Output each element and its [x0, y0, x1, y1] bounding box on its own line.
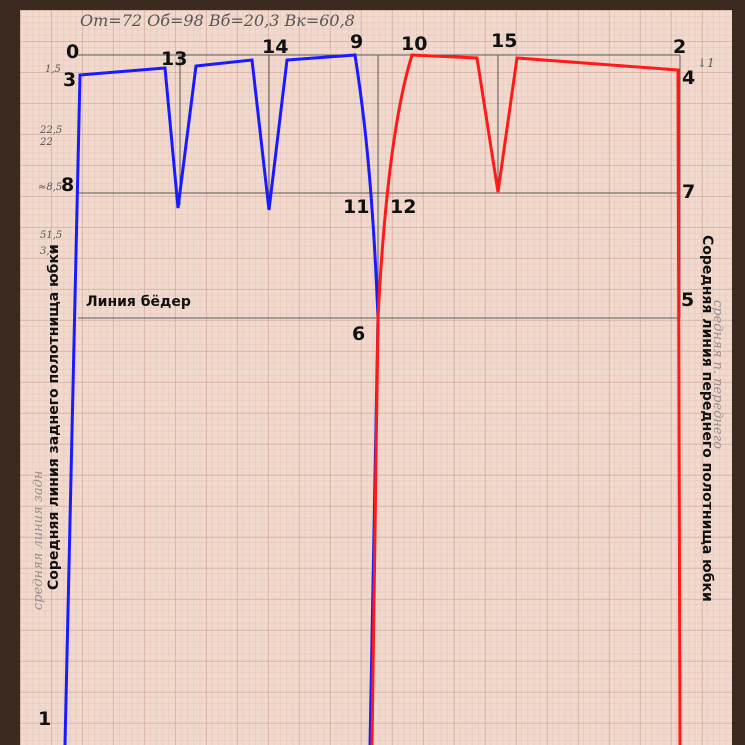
- note-8-5: ≈8,5: [38, 182, 62, 193]
- point-11-label: 11: [343, 196, 369, 218]
- point-5-label: 5: [681, 289, 694, 311]
- point-8-label: 8: [61, 174, 74, 196]
- front-center-line-caption: Соредняя линия переднего полотнища юбки: [699, 235, 715, 602]
- measurements-header: От=72 Об=98 Вб=20,3 Вк=60,8: [80, 11, 355, 30]
- note-front-drop: ↓1: [697, 56, 715, 70]
- point-13-label: 13: [161, 48, 187, 70]
- point-1-label: 1: [38, 708, 51, 730]
- pale-front-center-note: средняя п. переднего: [710, 300, 725, 449]
- note-51-5: 51,5: [40, 230, 62, 241]
- hip-line-label: Линия бёдер: [86, 294, 191, 310]
- note-22-5: 22,5: [39, 125, 62, 136]
- point-10-label: 10: [401, 33, 427, 55]
- point-2-label: 2: [673, 36, 686, 58]
- note-waist-drop: 1,5: [45, 64, 61, 75]
- point-12-label: 12: [390, 196, 416, 218]
- point-14-label: 14: [262, 36, 288, 58]
- note-22: 22: [39, 137, 53, 148]
- back-center-line-caption: Соредняя линия заднего полотнища юбки: [46, 244, 62, 590]
- point-0-label: 0: [66, 41, 79, 63]
- back-panel-outline: [63, 53, 380, 745]
- point-4-label: 4: [682, 67, 695, 89]
- pale-back-center-note: средняя линия задн: [31, 471, 46, 610]
- point-9-label: 9: [350, 31, 363, 53]
- point-7-label: 7: [682, 181, 695, 203]
- front-panel-outline: [370, 53, 682, 745]
- point-15-label: 15: [491, 30, 517, 52]
- note-3-4: 3,4: [40, 246, 56, 257]
- point-3-label: 3: [63, 69, 76, 91]
- point-6-label: 6: [352, 323, 365, 345]
